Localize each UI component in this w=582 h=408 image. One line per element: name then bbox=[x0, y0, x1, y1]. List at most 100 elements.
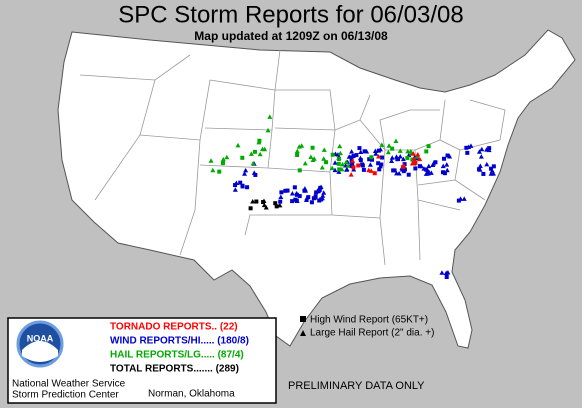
legend-entry: TOTAL REPORTS....... (289) bbox=[110, 364, 239, 375]
report-symbol bbox=[293, 197, 298, 202]
report-symbol bbox=[336, 161, 341, 166]
report-symbol bbox=[413, 166, 418, 171]
report-symbol bbox=[337, 143, 343, 149]
report-symbol bbox=[257, 138, 262, 143]
report-symbol bbox=[360, 163, 365, 168]
report-symbol bbox=[297, 194, 302, 199]
key-label: Large Hail Report (2" dia. +) bbox=[310, 328, 434, 339]
report-symbol bbox=[279, 190, 284, 195]
notice: PRELIMINARY DATA ONLY bbox=[288, 380, 425, 392]
report-symbol bbox=[358, 158, 363, 163]
subtitle: Map updated at 1209Z on 06/13/08 bbox=[194, 29, 388, 43]
report-symbol bbox=[411, 156, 417, 161]
report-symbol bbox=[210, 167, 216, 173]
report-symbol bbox=[415, 152, 421, 157]
report-symbol bbox=[217, 169, 222, 174]
report-symbol bbox=[261, 198, 267, 204]
key-square bbox=[300, 316, 306, 322]
report-symbol bbox=[367, 157, 372, 162]
report-symbol bbox=[370, 157, 375, 162]
report-symbol bbox=[491, 164, 496, 169]
report-symbol bbox=[447, 154, 453, 159]
report-symbol bbox=[208, 158, 214, 163]
report-symbol bbox=[303, 188, 309, 193]
report-symbol bbox=[424, 167, 429, 172]
report-symbol bbox=[319, 165, 325, 170]
report-symbol bbox=[250, 198, 256, 204]
report-symbol bbox=[321, 156, 327, 161]
report-symbol bbox=[309, 200, 314, 205]
report-symbol bbox=[390, 146, 395, 151]
report-symbol bbox=[477, 163, 483, 169]
report-symbol bbox=[296, 144, 302, 149]
report-symbol bbox=[444, 167, 450, 173]
report-symbol bbox=[358, 149, 364, 154]
report-symbol bbox=[464, 145, 469, 150]
report-symbol bbox=[479, 146, 485, 152]
report-symbol bbox=[361, 167, 366, 172]
report-symbol bbox=[336, 157, 341, 162]
report-symbol bbox=[400, 156, 406, 162]
state-lines bbox=[79, 49, 506, 266]
report-symbol bbox=[261, 202, 267, 208]
legend-entry: HAIL REPORTS/LG..... (87/4) bbox=[110, 350, 244, 361]
report-symbol bbox=[349, 149, 355, 154]
report-symbol bbox=[240, 155, 245, 160]
report-symbol bbox=[424, 149, 429, 154]
report-symbol bbox=[321, 190, 327, 195]
report-symbol bbox=[445, 153, 450, 158]
report-symbol bbox=[317, 198, 322, 203]
report-symbol bbox=[295, 153, 300, 158]
report-symbol bbox=[337, 150, 343, 156]
report-symbol bbox=[294, 190, 300, 196]
report-symbol bbox=[220, 156, 226, 162]
report-symbol bbox=[285, 188, 290, 193]
report-symbol bbox=[332, 160, 338, 165]
report-symbol bbox=[314, 190, 319, 195]
report-symbol bbox=[466, 144, 472, 149]
report-symbol bbox=[377, 167, 382, 172]
report-symbol bbox=[343, 159, 349, 165]
report-symbol bbox=[379, 155, 384, 160]
report-symbol bbox=[278, 199, 283, 204]
report-symbol bbox=[306, 195, 311, 200]
report-symbol bbox=[350, 161, 355, 166]
report-symbol bbox=[332, 167, 338, 173]
report-symbol bbox=[267, 114, 273, 119]
report-symbol bbox=[476, 149, 482, 154]
report-symbol bbox=[345, 163, 351, 168]
report-symbol bbox=[439, 270, 445, 275]
report-symbol bbox=[336, 169, 342, 174]
report-symbol bbox=[318, 185, 323, 190]
report-symbol bbox=[486, 147, 492, 153]
report-symbol bbox=[274, 204, 279, 209]
report-symbol bbox=[389, 155, 395, 160]
report-symbol bbox=[235, 142, 241, 148]
report-symbol bbox=[311, 156, 317, 161]
report-symbol bbox=[433, 160, 438, 165]
report-symbol bbox=[310, 145, 315, 150]
report-symbol bbox=[254, 199, 259, 204]
report-symbol bbox=[242, 171, 248, 176]
report-symbol bbox=[319, 195, 325, 201]
report-symbol bbox=[392, 168, 397, 173]
report-symbol bbox=[426, 144, 431, 149]
report-symbol bbox=[248, 151, 254, 156]
report-symbol bbox=[465, 150, 470, 155]
report-symbol bbox=[442, 156, 447, 161]
report-symbol bbox=[401, 162, 407, 168]
report-symbol bbox=[321, 147, 327, 152]
report-symbol bbox=[289, 191, 295, 196]
report-symbol bbox=[406, 172, 411, 177]
report-symbol bbox=[369, 155, 374, 160]
report-symbol bbox=[488, 171, 494, 176]
report-symbol bbox=[243, 167, 249, 173]
report-symbol bbox=[410, 151, 416, 156]
us-outline bbox=[57, 29, 576, 349]
report-symbol bbox=[344, 166, 350, 172]
report-symbol bbox=[252, 149, 257, 154]
report-symbol bbox=[337, 167, 342, 172]
legend-entry: TORNADO REPORTS.. (22) bbox=[110, 322, 238, 333]
report-symbol bbox=[402, 162, 407, 167]
